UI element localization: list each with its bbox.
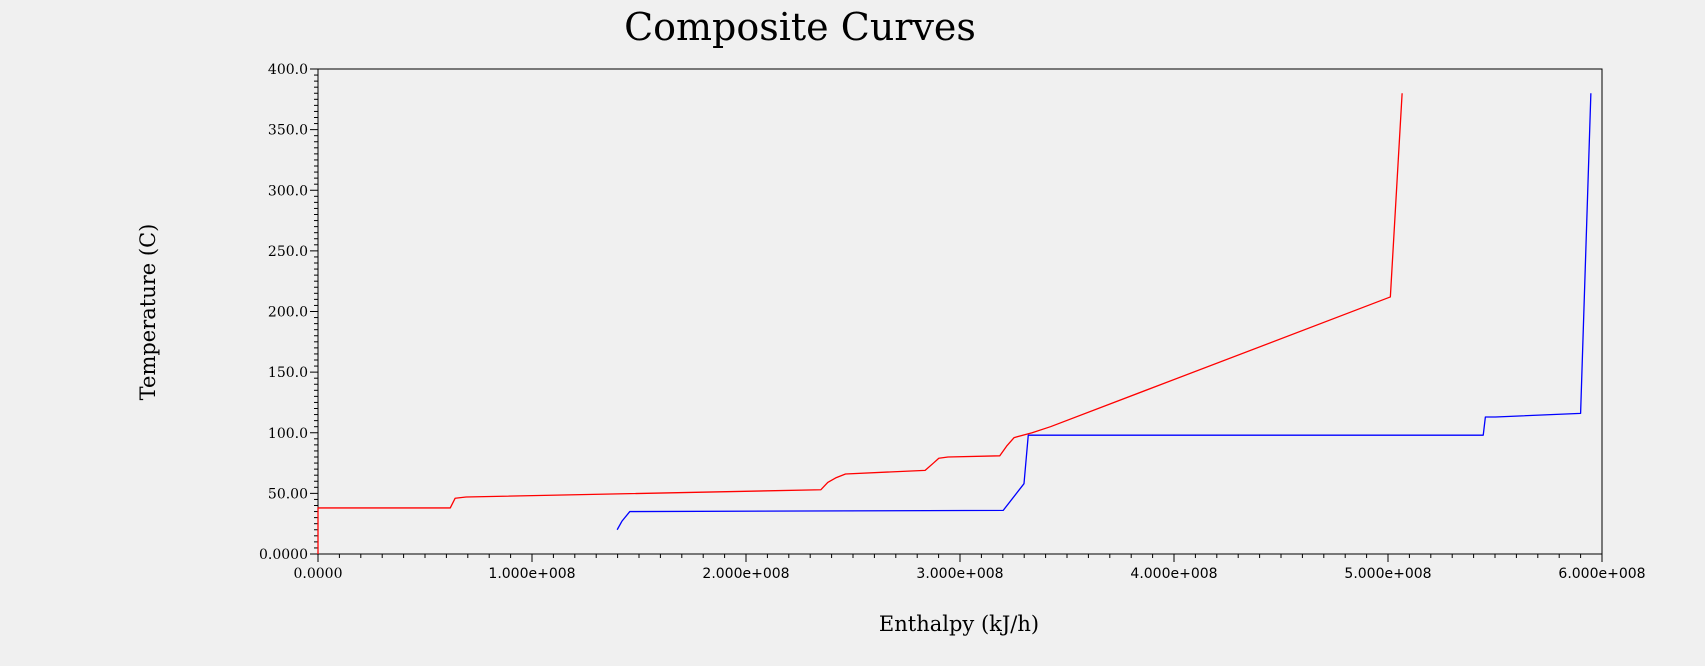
y-tick-label: 100.0 (268, 426, 308, 442)
y-axis-label: Temperature (C) (136, 224, 160, 401)
plot-frame (317, 68, 1603, 555)
plot-area (317, 68, 1603, 555)
y-tick-label: 200.0 (268, 305, 308, 321)
x-axis: 0.0000 1.000e+008 2.000e+008 3.000e+008 4.00… (294, 554, 1646, 582)
hot-composite-curve (317, 93, 1403, 554)
x-axis-label: Enthalpy (kJ/h) (879, 612, 1039, 636)
cold-composite-curve (616, 93, 1592, 531)
y-tick-label: 0.0000 (259, 547, 308, 563)
y-tick-label: 400.0 (268, 62, 308, 78)
x-tick-label: 2.000e+008 (702, 566, 789, 582)
x-tick-label: 3.000e+008 (916, 566, 1003, 582)
chart-title: Composite Curves (624, 5, 976, 49)
y-tick-label: 300.0 (268, 183, 308, 199)
y-tick-label: 350.0 (268, 123, 308, 139)
y-tick-label: 250.0 (268, 244, 308, 260)
x-tick-label: 0.0000 (294, 566, 343, 582)
x-tick-label: 6.000e+008 (1558, 566, 1645, 582)
x-tick-label: 1.000e+008 (488, 566, 575, 582)
y-tick-label: 50.00 (268, 486, 308, 502)
x-tick-label: 5.000e+008 (1344, 566, 1431, 582)
y-tick-label: 150.0 (268, 365, 308, 381)
x-tick-label: 4.000e+008 (1130, 566, 1217, 582)
y-axis: 0.0000 50.00 100.0 150.0 200.0 250.0 300.0 350.… (259, 62, 318, 563)
series-layer (317, 93, 1592, 554)
